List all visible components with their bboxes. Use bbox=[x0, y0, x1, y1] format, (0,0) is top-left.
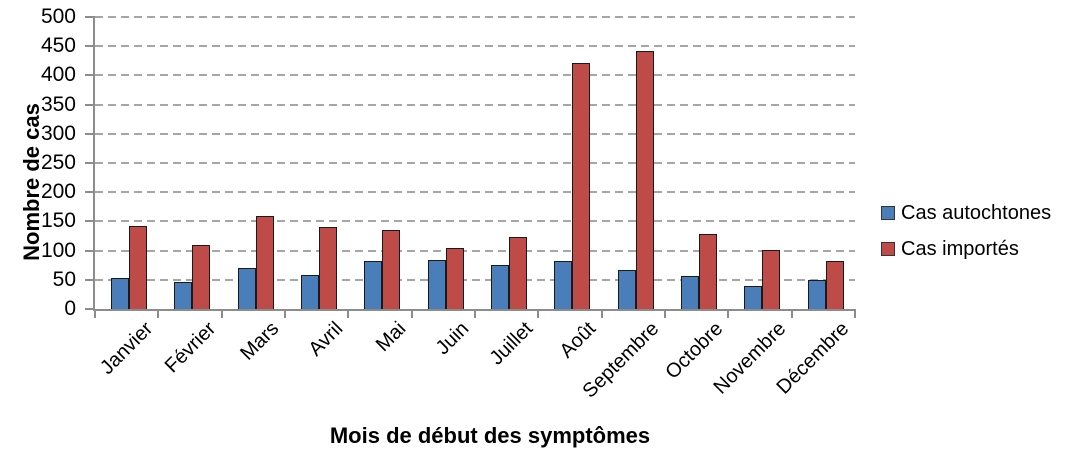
bar-cas autochtones-novembre bbox=[744, 285, 763, 309]
y-tick-mark bbox=[85, 308, 95, 310]
x-tick-mark bbox=[347, 309, 350, 318]
legend-item-cas-importes: Cas importés bbox=[881, 238, 1051, 260]
legend: Cas autochtones Cas importés bbox=[881, 202, 1051, 274]
x-tick-mark bbox=[790, 309, 793, 318]
bar-cas autochtones-decembre bbox=[807, 279, 826, 309]
y-tick-label-0: 0 bbox=[64, 297, 76, 320]
y-tick-mark bbox=[85, 132, 95, 135]
gridline-450 bbox=[95, 45, 855, 48]
bar-cas importes-mars bbox=[255, 215, 274, 309]
y-tick-label-300: 300 bbox=[40, 121, 76, 145]
bar-cas autochtones-juin bbox=[427, 260, 446, 309]
bar-cas autochtones-avril bbox=[301, 274, 319, 309]
gridline-100 bbox=[95, 249, 855, 252]
gridline-50 bbox=[95, 278, 855, 281]
bar-cas importes-decembre bbox=[825, 260, 844, 309]
bar-cas importes-janvier bbox=[129, 226, 147, 309]
y-tick-label-450: 450 bbox=[40, 34, 76, 58]
bar-cas autochtones-septembre bbox=[617, 270, 636, 309]
x-tick-mark bbox=[727, 309, 730, 318]
y-tick-mark bbox=[85, 249, 95, 252]
y-tick-mark bbox=[85, 74, 95, 77]
y-tick-mark bbox=[85, 278, 95, 281]
gridline-400 bbox=[95, 74, 855, 77]
bar-cas importes-mai bbox=[382, 230, 401, 309]
y-tick-mark bbox=[85, 16, 95, 18]
x-tick-mark bbox=[284, 309, 286, 318]
legend-swatch-red-icon bbox=[881, 242, 895, 256]
x-tick-mark bbox=[410, 309, 413, 318]
bar-cas importes-avril bbox=[319, 227, 337, 309]
y-tick-label-200: 200 bbox=[40, 180, 76, 204]
plot-area bbox=[95, 17, 855, 309]
y-tick-label-50: 50 bbox=[52, 267, 76, 291]
y-tick-label-150: 150 bbox=[40, 209, 76, 233]
bar-cas autochtones-mars bbox=[237, 268, 256, 309]
gridline-250 bbox=[95, 162, 855, 164]
gridline-300 bbox=[95, 132, 855, 135]
gridline-350 bbox=[95, 103, 855, 106]
x-tick-mark bbox=[220, 309, 223, 318]
y-tick-label-100: 100 bbox=[40, 238, 76, 262]
y-tick-mark bbox=[85, 191, 95, 194]
x-tick-mark bbox=[474, 309, 476, 318]
legend-label: Cas autochtones bbox=[901, 201, 1052, 224]
bar-cas autochtones-juillet bbox=[491, 265, 509, 309]
gridline-200 bbox=[95, 191, 855, 194]
y-tick-label-350: 350 bbox=[40, 92, 76, 116]
x-axis-title: Mois de début des symptômes bbox=[329, 423, 651, 448]
bar-cas autochtones-octobre bbox=[681, 275, 699, 309]
bar-cas autochtones-fevrier bbox=[174, 281, 193, 309]
bar-cas importes-juillet bbox=[509, 237, 527, 309]
bar-cas importes-fevrier bbox=[192, 244, 211, 309]
x-tick-mark bbox=[157, 309, 160, 318]
y-tick-label-500: 500 bbox=[40, 5, 76, 28]
x-tick-mark bbox=[664, 309, 666, 318]
gridline-150 bbox=[95, 220, 855, 223]
bar-cas autochtones-janvier bbox=[111, 277, 129, 309]
y-tick-mark bbox=[85, 220, 95, 223]
x-tick-mark bbox=[537, 309, 540, 318]
bar-cas importes-juin bbox=[445, 247, 464, 309]
bar-cas autochtones-mai bbox=[364, 261, 383, 309]
y-tick-label-250: 250 bbox=[40, 151, 76, 174]
x-tick-mark bbox=[854, 309, 856, 318]
legend-item-cas-autochtones: Cas autochtones bbox=[881, 202, 1051, 224]
gridline-500 bbox=[95, 16, 855, 18]
bar-cas importes-septembre bbox=[635, 51, 654, 309]
y-tick-mark bbox=[85, 45, 95, 48]
y-tick-label-400: 400 bbox=[40, 63, 76, 87]
legend-swatch-blue-icon bbox=[881, 206, 895, 220]
bar-cas importes-octobre bbox=[699, 234, 717, 309]
x-tick-mark bbox=[94, 309, 96, 318]
y-tick-mark bbox=[85, 103, 95, 106]
legend-label: Cas importés bbox=[901, 237, 1019, 260]
y-axis-line bbox=[93, 17, 95, 311]
bar-cas importes-novembre bbox=[762, 249, 781, 309]
bar-cas autochtones-aout bbox=[554, 261, 573, 309]
bar-cas importes-aout bbox=[572, 63, 591, 309]
y-tick-mark bbox=[85, 162, 95, 164]
x-tick-mark bbox=[600, 309, 603, 318]
